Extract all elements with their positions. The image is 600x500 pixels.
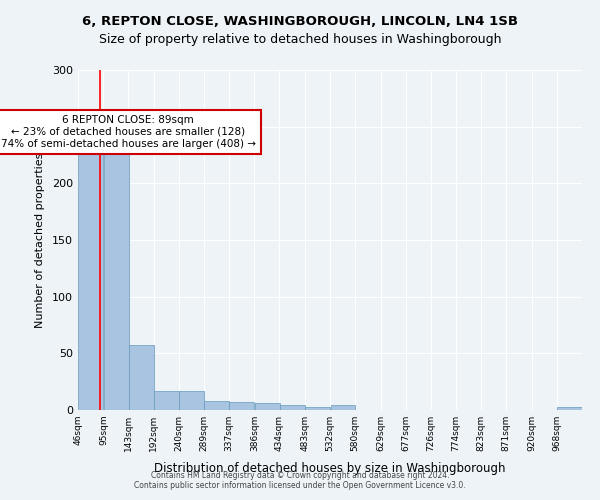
Bar (154, 390, 179, 410)
Bar (205, 401, 229, 410)
Text: 6, REPTON CLOSE, WASHINGBOROUGH, LINCOLN, LN4 1SB: 6, REPTON CLOSE, WASHINGBOROUGH, LINCOLN… (82, 15, 518, 28)
Bar (229, 402, 254, 410)
Bar (255, 403, 280, 410)
Text: Size of property relative to detached houses in Washingborough: Size of property relative to detached ho… (99, 32, 501, 46)
Y-axis label: Number of detached properties: Number of detached properties (35, 152, 45, 328)
Bar (179, 390, 204, 410)
Text: Contains HM Land Registry data © Crown copyright and database right 2024.
Contai: Contains HM Land Registry data © Crown c… (134, 470, 466, 490)
X-axis label: Distribution of detached houses by size in Washingborough: Distribution of detached houses by size … (154, 462, 506, 475)
Bar (280, 406, 305, 410)
Bar (305, 406, 330, 410)
Bar (331, 406, 355, 410)
Bar (78, 152, 103, 410)
Bar (104, 138, 128, 410)
Bar (128, 346, 154, 410)
Bar (557, 406, 582, 410)
Text: 6 REPTON CLOSE: 89sqm
← 23% of detached houses are smaller (128)
74% of semi-det: 6 REPTON CLOSE: 89sqm ← 23% of detached … (1, 116, 256, 148)
